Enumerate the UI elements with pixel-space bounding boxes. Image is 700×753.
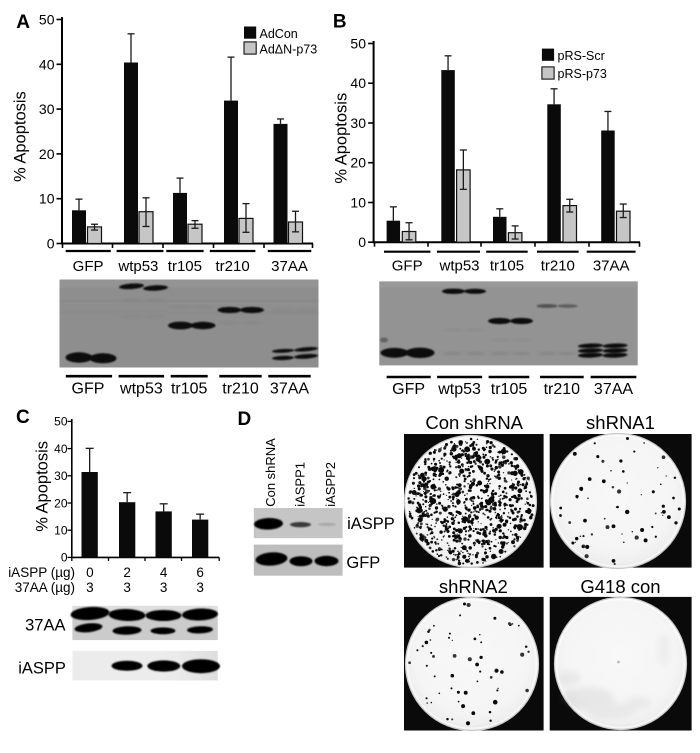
svg-text:40: 40: [350, 75, 366, 91]
svg-text:tr210: tr210: [541, 257, 575, 274]
svg-text:GFP: GFP: [392, 257, 423, 274]
svg-text:GFP: GFP: [72, 381, 105, 398]
svg-text:iASPP (µg): iASPP (µg): [8, 565, 75, 580]
svg-text:10: 10: [350, 195, 366, 211]
svg-text:shRNA1: shRNA1: [586, 412, 655, 433]
svg-text:tr105: tr105: [490, 257, 524, 274]
svg-text:iASPP: iASPP: [18, 660, 66, 678]
svg-text:D: D: [238, 409, 252, 430]
svg-text:20: 20: [54, 496, 68, 510]
svg-text:% Apoptosis: % Apoptosis: [332, 93, 350, 184]
svg-text:tr210: tr210: [215, 258, 249, 275]
svg-text:3: 3: [196, 580, 204, 595]
svg-text:10: 10: [39, 191, 55, 207]
svg-text:6: 6: [196, 565, 204, 580]
svg-text:GFP: GFP: [392, 381, 425, 398]
svg-text:C: C: [16, 407, 30, 428]
svg-text:3: 3: [86, 580, 94, 595]
svg-text:20: 20: [39, 146, 55, 162]
svg-text:wtp53: wtp53: [438, 257, 479, 274]
svg-text:3: 3: [123, 580, 131, 595]
svg-text:GFP: GFP: [73, 258, 104, 275]
svg-text:A: A: [16, 12, 30, 33]
svg-text:wtp53: wtp53: [119, 381, 163, 398]
svg-text:50: 50: [54, 415, 68, 429]
svg-text:0: 0: [86, 565, 94, 580]
svg-text:4: 4: [160, 565, 168, 580]
svg-text:tr105: tr105: [491, 381, 528, 398]
svg-text:20: 20: [350, 155, 366, 171]
svg-text:wtp53: wtp53: [117, 258, 158, 275]
svg-text:30: 30: [54, 469, 68, 483]
svg-text:Con shRNA: Con shRNA: [425, 412, 523, 433]
svg-text:3: 3: [160, 580, 168, 595]
svg-text:0: 0: [47, 236, 55, 252]
svg-text:50: 50: [350, 36, 366, 52]
svg-text:37AA: 37AA: [594, 381, 633, 398]
svg-text:40: 40: [54, 442, 68, 456]
svg-text:tr210: tr210: [544, 381, 581, 398]
svg-text:pRS-Scr: pRS-Scr: [558, 49, 605, 63]
svg-text:AdΔN-p73: AdΔN-p73: [260, 42, 318, 56]
svg-text:wtp53: wtp53: [437, 381, 481, 398]
svg-text:40: 40: [39, 56, 55, 72]
svg-text:B: B: [333, 11, 347, 32]
svg-text:AdCon: AdCon: [260, 27, 298, 41]
svg-text:37AA: 37AA: [271, 258, 308, 275]
svg-text:37AA (µg): 37AA (µg): [15, 580, 75, 595]
svg-text:iASPP2: iASPP2: [323, 462, 338, 507]
svg-text:0: 0: [358, 234, 366, 250]
svg-text:10: 10: [54, 524, 68, 538]
svg-text:% Apoptosis: % Apoptosis: [11, 91, 29, 182]
svg-text:tr105: tr105: [168, 258, 202, 275]
svg-text:30: 30: [350, 115, 366, 131]
svg-text:37AA: 37AA: [593, 257, 630, 274]
svg-text:2: 2: [123, 565, 131, 580]
svg-text:Con shRNA: Con shRNA: [263, 438, 278, 507]
svg-text:% Apoptosis: % Apoptosis: [34, 441, 52, 532]
svg-text:tr210: tr210: [222, 381, 259, 398]
svg-text:30: 30: [39, 101, 55, 117]
svg-text:GFP: GFP: [346, 554, 380, 572]
svg-text:shRNA2: shRNA2: [439, 576, 508, 597]
svg-text:tr105: tr105: [171, 381, 208, 398]
svg-text:iASPP: iASPP: [347, 515, 395, 533]
svg-text:0: 0: [61, 551, 68, 565]
svg-text:37AA: 37AA: [25, 616, 65, 634]
svg-text:50: 50: [39, 12, 55, 28]
svg-text:pRS-p73: pRS-p73: [558, 67, 607, 81]
svg-text:37AA: 37AA: [270, 381, 309, 398]
svg-text:iASPP1: iASPP1: [293, 462, 308, 507]
svg-text:G418 con: G418 con: [580, 576, 660, 597]
